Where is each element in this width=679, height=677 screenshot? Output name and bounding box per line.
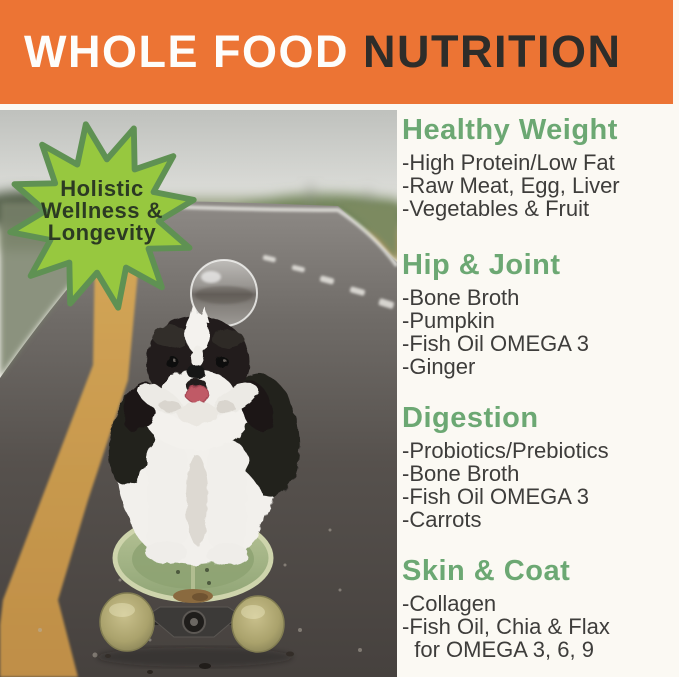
dashed-center-line — [262, 255, 395, 309]
hero-photo — [0, 110, 397, 677]
dog — [108, 303, 300, 565]
list-item: -Pumpkin — [402, 308, 495, 333]
list-item: -Collagen — [402, 591, 497, 616]
list-item: -Fish Oil OMEGA 3 — [402, 331, 590, 356]
section-heading: Skin & Coat — [402, 555, 571, 587]
section-digestion: Digestion -Probiotics/Prebiotics -Bone B… — [402, 402, 679, 531]
list-item: -Probiotics/Prebiotics — [402, 438, 609, 463]
list-item: for OMEGA 3, 6, 9 — [402, 637, 594, 662]
list-item: -Bone Broth — [402, 461, 520, 486]
road-edge-line — [149, 204, 397, 268]
bubble — [190, 259, 258, 327]
banner: WHOLE FOOD NUTRITION — [0, 0, 673, 104]
list-item: -Carrots — [402, 507, 482, 532]
badge-line-2: Wellness & — [41, 198, 163, 223]
section-list: -High Protein/Low Fat -Raw Meat, Egg, Li… — [402, 151, 679, 220]
yellow-road-line — [0, 250, 140, 677]
road-debris — [105, 651, 294, 674]
section-heading: Healthy Weight — [402, 114, 618, 146]
section-hip-joint: Hip & Joint -Bone Broth -Pumpkin -Fish O… — [402, 249, 679, 378]
dog-on-road-scene — [0, 110, 397, 677]
section-list: -Probiotics/Prebiotics -Bone Broth -Fish… — [402, 439, 679, 531]
section-skin-coat: Skin & Coat -Collagen -Fish Oil, Chia & … — [402, 555, 679, 661]
badge-line-3: Longevity — [47, 220, 157, 245]
list-item: -Vegetables & Fruit — [402, 196, 590, 221]
section-heading: Hip & Joint — [402, 249, 561, 281]
wellness-badge: Holistic Wellness & Longevity — [4, 112, 200, 320]
section-healthy-weight: Healthy Weight -High Protein/Low Fat -Ra… — [402, 114, 679, 220]
section-heading: Digestion — [402, 402, 539, 434]
skateboard-wheels — [99, 592, 285, 653]
list-item: -Bone Broth — [402, 285, 520, 310]
section-list: -Bone Broth -Pumpkin -Fish Oil OMEGA 3 -… — [402, 286, 679, 378]
list-item: -Fish Oil, Chia & Flax — [402, 614, 610, 639]
right-roadside — [338, 202, 397, 260]
skateboard-shadow — [97, 647, 293, 667]
list-item: -Fish Oil OMEGA 3 — [402, 484, 590, 509]
banner-title-primary: WHOLE FOOD — [24, 26, 349, 77]
road-speckles — [38, 528, 362, 658]
left-roadside — [0, 202, 148, 378]
banner-title-secondary: NUTRITION — [362, 26, 622, 77]
starburst-icon — [7, 121, 197, 311]
list-item: -Raw Meat, Egg, Liver — [402, 173, 620, 198]
banner-title: WHOLE FOOD NUTRITION — [24, 26, 621, 78]
section-list: -Collagen -Fish Oil, Chia & Flax for OME… — [402, 592, 679, 661]
list-item: -Ginger — [402, 354, 476, 379]
badge-text: Holistic Wellness & Longevity — [4, 178, 200, 244]
list-item: -High Protein/Low Fat — [402, 150, 615, 175]
badge-line-1: Holistic — [60, 176, 144, 201]
